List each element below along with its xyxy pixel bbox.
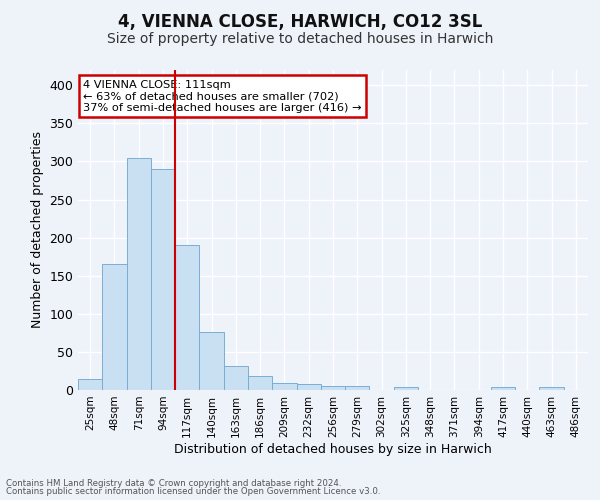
Text: Size of property relative to detached houses in Harwich: Size of property relative to detached ho… xyxy=(107,32,493,46)
Bar xyxy=(539,387,564,390)
Bar xyxy=(102,264,127,390)
Bar xyxy=(127,158,151,390)
Y-axis label: Number of detached properties: Number of detached properties xyxy=(31,132,44,328)
Bar xyxy=(296,384,321,390)
Bar xyxy=(394,387,418,390)
Bar xyxy=(345,386,370,390)
Bar xyxy=(321,386,345,390)
Bar xyxy=(248,376,272,390)
Bar xyxy=(224,366,248,390)
Text: 4, VIENNA CLOSE, HARWICH, CO12 3SL: 4, VIENNA CLOSE, HARWICH, CO12 3SL xyxy=(118,12,482,30)
Text: Contains public sector information licensed under the Open Government Licence v3: Contains public sector information licen… xyxy=(6,487,380,496)
Bar xyxy=(151,169,175,390)
Bar xyxy=(199,332,224,390)
Bar xyxy=(175,245,199,390)
X-axis label: Distribution of detached houses by size in Harwich: Distribution of detached houses by size … xyxy=(174,442,492,456)
Text: Contains HM Land Registry data © Crown copyright and database right 2024.: Contains HM Land Registry data © Crown c… xyxy=(6,478,341,488)
Text: 4 VIENNA CLOSE: 111sqm
← 63% of detached houses are smaller (702)
37% of semi-de: 4 VIENNA CLOSE: 111sqm ← 63% of detached… xyxy=(83,80,362,113)
Bar xyxy=(491,387,515,390)
Bar xyxy=(272,383,296,390)
Bar xyxy=(78,378,102,390)
